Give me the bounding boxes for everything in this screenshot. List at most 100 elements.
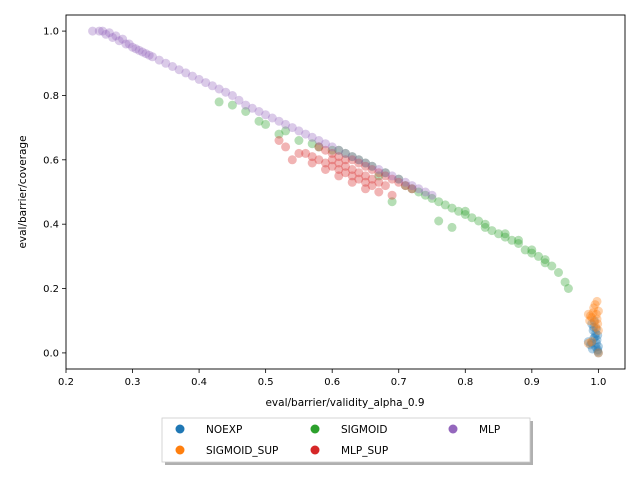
data-point [591,338,601,348]
data-point [420,187,430,197]
data-point [221,87,231,97]
x-tick-label: 0.6 [324,377,340,388]
data-point [354,174,364,184]
data-point [587,338,597,348]
data-point [500,229,510,239]
data-point [367,165,377,174]
data-point [274,129,284,139]
plot-frame [65,14,626,370]
data-point [181,68,191,78]
data-point [387,174,397,184]
y-tick-label: 1.0 [43,27,59,38]
legend-marker [310,424,320,434]
data-point [327,142,337,152]
data-point [108,33,118,42]
data-point [128,42,137,52]
data-point [587,344,597,354]
data-point [585,311,595,321]
data-point [347,177,357,187]
data-point [583,338,593,348]
data-point [414,187,424,197]
data-point [394,174,404,184]
data-point [314,136,324,145]
data-point [168,62,177,71]
data-point [321,158,330,168]
data-point [301,129,311,139]
data-point [347,165,357,174]
data-point [440,200,450,210]
data-point [287,155,297,165]
data-point [387,197,397,207]
data-point [593,348,603,358]
data-point [101,29,111,39]
data-point [588,325,598,335]
data-point [327,148,337,158]
data-point [94,26,104,36]
data-point [460,206,470,216]
data-point [241,100,251,110]
data-point [447,222,457,232]
data-point [361,177,370,187]
data-point [274,136,284,145]
data-point [341,148,350,158]
legend-label: NOEXP [206,424,242,436]
data-point [174,65,184,75]
x-axis-label: eval/barrier/validity_alpha_0.9 [265,397,424,409]
data-point [460,210,470,219]
data-point [261,119,271,129]
data-point [540,258,550,268]
data-point [131,44,141,54]
data-point [593,330,603,340]
data-point [361,158,370,168]
data-point [327,155,337,165]
data-point [121,39,131,49]
data-point [294,148,304,158]
x-axis-ticks: 0.2 0.3 0.4 0.5 0.6 0.7 0.8 0.9 1.0 [58,369,606,388]
data-point [514,235,523,245]
data-point [589,322,599,332]
legend-items: NOEXP SIGMOID_SUP SIGMOID MLP_SUP MLP [175,424,500,457]
data-point [593,345,603,355]
data-point [354,155,364,165]
data-point [341,168,350,178]
data-point [591,309,601,319]
data-point [214,84,224,94]
data-point [118,34,128,44]
y-tick-label: 0.0 [43,348,59,359]
data-point [527,245,537,255]
data-point [507,235,517,245]
data-point [583,337,593,347]
data-point [104,28,114,38]
data-point [560,277,570,287]
data-point [347,155,357,165]
data-point [591,342,601,352]
data-point [494,229,504,239]
x-tick-label: 0.2 [58,377,74,388]
data-point [434,197,444,207]
data-point [281,119,291,129]
data-point [281,126,291,136]
data-point [214,97,224,107]
data-point [201,78,211,88]
data-point [394,174,404,184]
data-point [480,222,490,232]
data-point [380,181,390,191]
data-point [247,103,257,113]
data-point [585,316,595,326]
x-tick-label: 0.8 [457,377,473,388]
data-point [593,319,603,329]
data-point [194,74,204,84]
data-point [144,50,154,60]
data-point [361,171,370,181]
data-point [589,317,599,327]
data-point [227,91,237,100]
data-point [487,226,497,236]
data-point [98,26,108,36]
data-point [540,255,550,265]
data-point [161,58,171,68]
data-point [341,148,350,158]
data-point [583,309,593,319]
x-tick-label: 0.3 [125,377,141,388]
data-point [587,313,597,322]
